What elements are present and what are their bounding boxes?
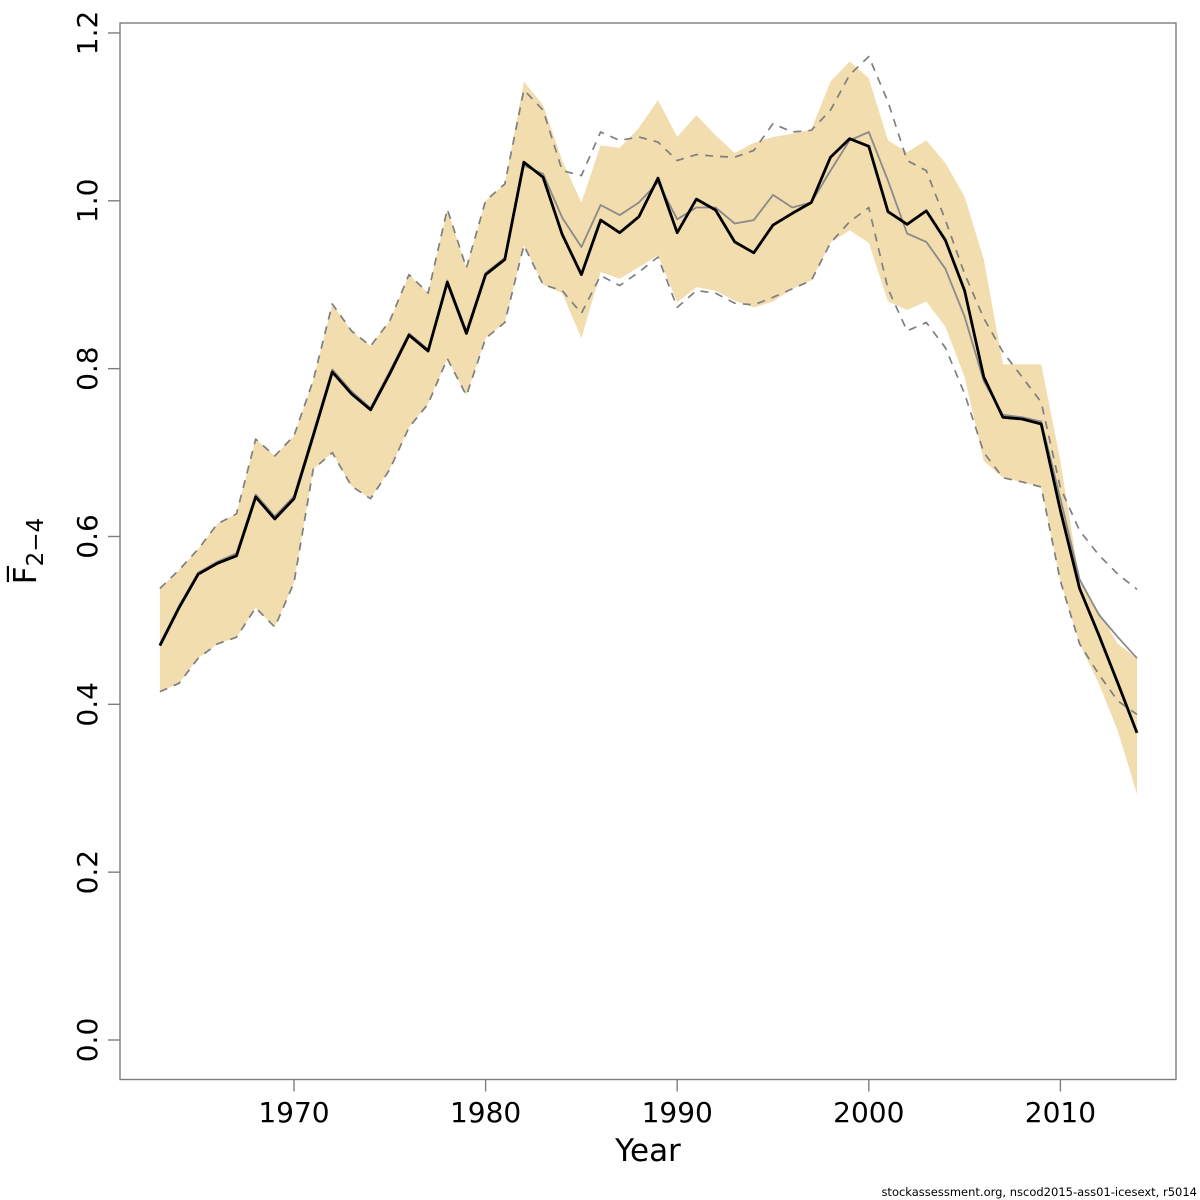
y-axis-title-subscript: 2−4 — [23, 518, 49, 567]
x-tick-label: 2000 — [833, 1096, 904, 1129]
estimate-line — [158, 137, 1139, 734]
y-tick-label: 0.4 — [71, 682, 104, 727]
y-axis-title-main: F̅ — [6, 565, 44, 584]
y-tick-label: 0.6 — [71, 514, 104, 559]
axis-ticks-layer: 1970 1980 1990 2000 2010 0.0 0.2 0.4 0.6 0.8 1.0 1.… — [71, 11, 1096, 1129]
y-tick-label: 0.2 — [71, 850, 104, 895]
y-tick-label: 1.2 — [71, 11, 104, 56]
series-lines-layer — [158, 55, 1139, 734]
confidence-band-layer — [159, 61, 1137, 795]
x-tick-label: 1970 — [258, 1096, 329, 1129]
x-axis-title: Year — [614, 1133, 681, 1169]
y-axis-title: F̅2−4 — [6, 518, 49, 584]
plot-border-box — [119, 22, 1177, 1081]
x-tick-label: 1990 — [642, 1096, 713, 1129]
x-tick-label: 1980 — [450, 1096, 521, 1129]
ci-upper-dashed-line — [159, 55, 1138, 590]
x-tick-label: 2010 — [1025, 1096, 1096, 1129]
footer-credit: stockassessment.org, nscod2015-ass01-ice… — [881, 1185, 1197, 1199]
y-tick-label: 1.0 — [71, 179, 104, 224]
ci-lower-dashed-line — [159, 206, 1138, 716]
confidence-band — [159, 61, 1137, 795]
y-tick-label: 0.8 — [71, 346, 104, 391]
y-tick-label: 0.0 — [71, 1018, 104, 1063]
